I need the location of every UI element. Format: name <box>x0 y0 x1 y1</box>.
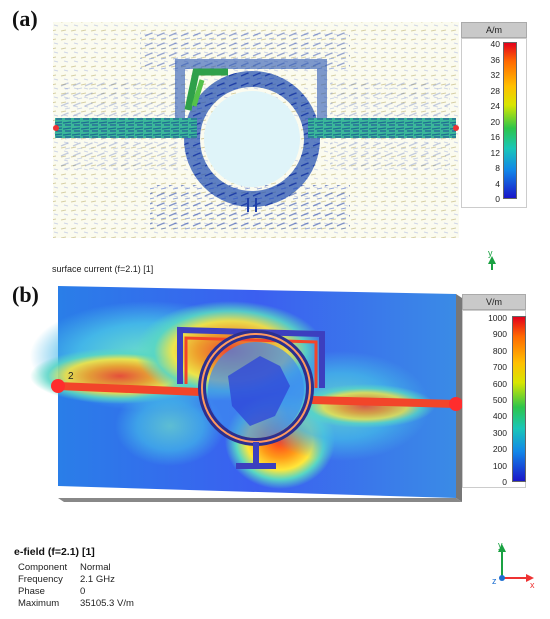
colorbar-a-gradient <box>503 42 517 199</box>
axis-triad-b <box>498 544 534 582</box>
colorbar-a-tick: 40 <box>490 39 500 49</box>
colorbar-b-tick: 200 <box>492 444 507 455</box>
surface-current-caption: surface current (f=2.1) [1] <box>52 264 154 274</box>
panel-b-label: (b) <box>12 282 39 307</box>
colorbar-a-tick: 24 <box>490 101 500 111</box>
colorbar-b-tick: 700 <box>492 362 507 373</box>
axis-y-label-a: y <box>488 248 493 258</box>
colorbar-b-tick: 800 <box>492 345 507 356</box>
info-row-key: Frequency <box>18 574 63 585</box>
colorbar-b-tick: 400 <box>492 411 507 422</box>
colorbar-a-unit: A/m <box>461 22 527 38</box>
colorbar-a-tick: 16 <box>490 132 500 142</box>
info-row-value: 2.1 GHz <box>80 574 115 585</box>
colorbar-a-tick: 32 <box>490 70 500 80</box>
colorbar-b-tick: 900 <box>492 329 507 340</box>
colorbar-b-tick: 0 <box>502 477 507 487</box>
colorbar-b-tick: 500 <box>492 395 507 405</box>
info-row-value: 0 <box>80 586 86 597</box>
info-row-key: Phase <box>18 586 45 597</box>
axis-triad-a <box>488 256 496 270</box>
info-row-value: 35105.3 V/m <box>80 598 134 609</box>
colorbar-b-unit: V/m <box>462 294 526 310</box>
colorbar-a-tick: 12 <box>490 147 500 158</box>
colorbar-a-tick: 4 <box>495 178 500 189</box>
colorbar-b-tick: 300 <box>492 427 507 438</box>
info-row-value: Normal <box>80 562 111 573</box>
colorbar-b-tick: 1000 <box>488 313 507 323</box>
efield-plot <box>30 286 463 502</box>
info-row-key: Component <box>18 562 68 573</box>
colorbar-a-tick: 0 <box>495 194 500 204</box>
colorbar-b-tick: 100 <box>492 460 507 471</box>
port-label-b-left: 2 <box>68 371 74 382</box>
axis-z-label-b: z <box>492 576 497 586</box>
efield-title: e-field (f=2.1) [1] <box>14 546 95 558</box>
axis-x-label-b: x <box>530 580 535 590</box>
surface-current-plot <box>53 22 496 270</box>
info-row-key: Maximum <box>18 598 60 609</box>
colorbar-a-tick: 36 <box>490 54 500 65</box>
colorbar-a-tick: 28 <box>490 85 500 96</box>
panel-a-label: (a) <box>12 6 38 31</box>
colorbar-b-tick: 600 <box>492 378 507 389</box>
colorbar-a-tick: 20 <box>490 116 500 127</box>
axis-y-label-b: y <box>498 540 503 550</box>
colorbar-a-tick: 8 <box>495 163 500 173</box>
colorbar-b-gradient <box>512 316 526 482</box>
